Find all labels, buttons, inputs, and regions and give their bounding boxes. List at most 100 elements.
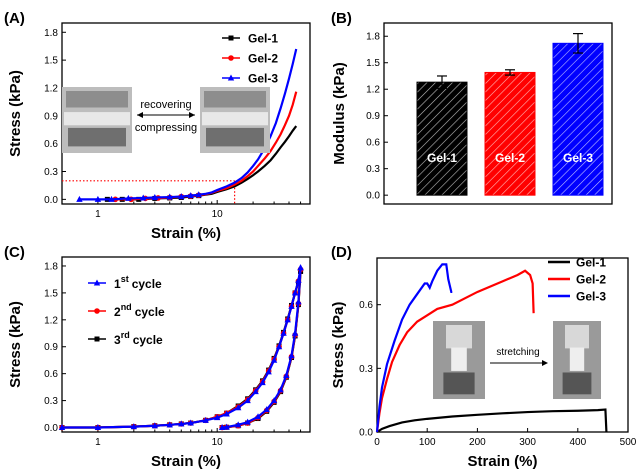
x-tick-label: 100 [419,437,436,448]
bar-gel-2 [484,71,536,196]
y-tick-label: 1.8 [366,32,380,43]
panel-d: 0.0 0.3 0.6 0 100 200 300 400 500 Gel-1 Gel-2 Gel-3… [330,244,637,470]
y-tick-label: 1.8 [44,261,58,272]
y-axis-title: Stress (kPa) [7,301,24,388]
x-tick-label: 200 [469,437,486,448]
gel-strip [451,347,467,371]
bar-label: Gel-1 [427,151,457,165]
legend-word: cycle [135,305,165,319]
y-tick-label: 1.2 [44,83,58,94]
y-tick-label: 1.8 [44,28,58,39]
data-point [58,424,66,431]
data-point [166,421,173,428]
legend-marker [227,74,235,81]
arrow-head-left [137,112,143,118]
sample [202,112,268,126]
data-point [166,193,173,200]
inset-label-compressing: compressing [135,122,197,134]
y-tick-label: 0.6 [366,138,380,149]
legend-marker [94,336,100,342]
data-point [76,195,83,202]
inset-label-stretching: stretching [496,347,539,358]
series-loop-1 [62,267,302,429]
clamp-top [446,325,472,349]
legend-num: 3 [114,333,121,347]
y-tick-label: 1.5 [44,56,58,67]
y-tick-label: 0.6 [359,300,373,311]
x-tick-label: 1 [95,437,101,448]
legend-num: 2 [114,305,121,319]
gel-strip [569,347,585,371]
plot-frame [383,22,613,205]
data-point [244,418,251,425]
data-point [202,416,209,423]
clamp-top [565,325,589,349]
x-tick-label: 400 [569,437,586,448]
plate-top [204,91,266,108]
series-loop-2 [62,269,302,429]
x-tick-label: 10 [212,209,224,220]
legend-label: Gel-2 [576,273,606,287]
y-tick-label: 0.3 [366,164,380,175]
data-point [130,423,138,430]
y-tick-label: 0.0 [44,195,58,206]
y-tick-label: 0.0 [359,428,373,439]
data-point [140,194,147,201]
bar-label: Gel-3 [563,151,593,165]
y-tick-label: 1.2 [366,85,380,96]
data-point [187,419,194,426]
panel-b: 0.0 0.3 0.6 0.9 1.2 1.5 1.8 Gel-1 Gel-2 Gel-3 (B) M… [331,10,613,205]
legend-label: Gel-1 [576,256,606,270]
y-tick-label: 0.9 [44,111,58,122]
data-point [288,352,295,359]
data-point [151,422,159,429]
data-point [223,423,230,430]
data-point [295,276,302,283]
panel-label: (B) [331,10,352,27]
data-point [223,410,230,417]
data-point [275,343,283,350]
data-point [297,264,304,271]
y-tick-label: 0.9 [366,111,380,122]
data-point [187,192,194,199]
data-point [277,386,284,393]
data-point [270,397,278,404]
data-point [178,193,185,200]
sample [64,112,130,126]
series-line-gel-1 [376,408,608,433]
legend-word: cycle [133,333,163,347]
legend-sup: nd [121,302,132,312]
series-line-gel-3 [375,263,453,433]
data-point [151,194,159,201]
legend-label: 3rd cycle [114,330,163,347]
legend-sup: rd [121,330,130,340]
data-point [270,356,278,363]
plate-top [66,91,128,108]
data-point [291,289,299,296]
plate-bottom [206,127,264,147]
legend-marker [228,35,234,41]
legend-marker [93,279,101,286]
x-tick-label: 500 [620,437,637,448]
data-point [125,194,132,201]
data-point [234,421,242,428]
data-point [234,404,242,411]
y-tick-label: 0.3 [359,364,373,375]
legend-sup: st [121,274,129,284]
inset-photo-compressed [200,87,270,153]
data-point [218,424,226,431]
data-point [265,368,272,375]
y-tick-label: 1.5 [366,58,380,69]
panel-label: (C) [4,244,25,261]
x-tick-label: 300 [519,437,536,448]
y-tick-label: 0.3 [44,396,58,407]
data-point [108,195,115,202]
x-axis-title: Strain (%) [467,453,537,470]
clamp-bottom [562,372,592,395]
data-point [263,406,270,413]
panel-a: 0.0 0.3 0.6 0.9 1.2 1.5 1.8 1 10 Gel-1 Gel-2 Gel-3 r… [4,10,311,242]
legend-label: 1st cycle [114,274,162,291]
data-point [252,388,259,395]
